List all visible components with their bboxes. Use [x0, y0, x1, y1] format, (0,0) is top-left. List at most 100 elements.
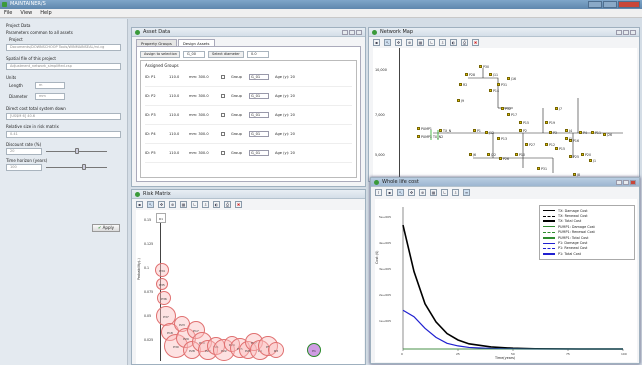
group-select[interactable]: G_01: [249, 131, 269, 137]
network-node[interactable]: [573, 173, 576, 176]
reset-icon[interactable]: ✖: [235, 200, 242, 208]
network-node[interactable]: [537, 167, 540, 170]
network-node[interactable]: [417, 135, 420, 138]
network-node[interactable]: [581, 153, 584, 156]
min-icon[interactable]: [616, 30, 622, 35]
close-icon[interactable]: [630, 180, 636, 185]
export-icon[interactable]: ⇩: [202, 200, 209, 208]
network-node[interactable]: [457, 99, 460, 102]
network-node[interactable]: [489, 89, 492, 92]
network-node[interactable]: [589, 159, 592, 162]
min-icon[interactable]: [342, 30, 348, 35]
reset-icon[interactable]: ✖: [472, 38, 479, 46]
risk-bubble[interactable]: R3: [268, 342, 284, 358]
network-node[interactable]: [507, 77, 510, 80]
group-select[interactable]: G_01: [249, 74, 269, 80]
chart-icon[interactable]: ⌇: [375, 188, 382, 196]
network-node[interactable]: [519, 129, 522, 132]
group-select[interactable]: G_01: [249, 93, 269, 99]
network-node[interactable]: [439, 129, 442, 132]
discount-rate-slider[interactable]: [75, 148, 79, 154]
risk-bubble[interactable]: P35: [156, 278, 168, 290]
network-node[interactable]: [507, 113, 510, 116]
network-node[interactable]: [487, 153, 490, 156]
legend-icon[interactable]: ≡: [463, 188, 470, 196]
maximize-button[interactable]: [603, 1, 617, 8]
direct-cost-field[interactable]: [US$M 6] 40.6: [6, 113, 121, 120]
network-node[interactable]: [555, 107, 558, 110]
network-node[interactable]: [417, 127, 420, 130]
network-node[interactable]: [555, 147, 558, 150]
network-node[interactable]: [515, 153, 518, 156]
axis-icon[interactable]: ∟: [191, 200, 198, 208]
pan-icon[interactable]: ✥: [158, 200, 165, 208]
min-icon[interactable]: [616, 180, 622, 185]
network-node[interactable]: [465, 73, 468, 76]
network-node[interactable]: [489, 73, 492, 76]
risk-bubble[interactable]: P36: [157, 291, 171, 305]
pointer-icon[interactable]: ↖: [397, 188, 404, 196]
menu-file[interactable]: File: [4, 10, 13, 16]
max-icon[interactable]: [623, 180, 629, 185]
axis-icon[interactable]: ∟: [441, 188, 448, 196]
menu-help[interactable]: Help: [40, 10, 52, 16]
group-checkbox[interactable]: [221, 94, 225, 98]
diameter-select[interactable]: 0.0: [247, 50, 269, 58]
assign-button[interactable]: Assign to selection: [140, 50, 180, 58]
diameter-field[interactable]: mm: [35, 93, 65, 100]
export-icon[interactable]: ⇩: [439, 38, 446, 46]
print-icon[interactable]: ⎙: [461, 38, 468, 46]
grid-icon[interactable]: ▦: [180, 200, 187, 208]
pan-icon[interactable]: ✥: [408, 188, 415, 196]
export-icon[interactable]: ⇩: [452, 188, 459, 196]
close-icon[interactable]: [630, 30, 636, 35]
network-node[interactable]: [545, 121, 548, 124]
group-checkbox[interactable]: [221, 75, 225, 79]
network-node[interactable]: [591, 131, 594, 134]
network-node[interactable]: [497, 83, 500, 86]
grid-icon[interactable]: ▦: [430, 188, 437, 196]
pointer-icon[interactable]: ↖: [384, 38, 391, 46]
network-node[interactable]: [603, 133, 606, 136]
network-node[interactable]: [459, 83, 462, 86]
group-select[interactable]: G_01: [249, 150, 269, 156]
print-icon[interactable]: ⎙: [224, 200, 231, 208]
network-node[interactable]: [485, 131, 488, 134]
project-path-field[interactable]: Documents/DOWNSCHOOP Tools/WINMAINSEAL/r…: [6, 44, 121, 51]
zoom-icon[interactable]: ⊕: [169, 200, 176, 208]
spatial-file-field[interactable]: Adjustment_network_simplified.csp: [6, 63, 121, 70]
network-node[interactable]: [545, 143, 548, 146]
max-icon[interactable]: [623, 30, 629, 35]
relative-size-field[interactable]: 0.41: [6, 131, 121, 138]
network-node[interactable]: [525, 143, 528, 146]
network-node[interactable]: [501, 107, 504, 110]
discount-rate-field[interactable]: 20: [6, 148, 42, 155]
network-node[interactable]: [469, 153, 472, 156]
time-horizon-field[interactable]: 100: [6, 164, 42, 171]
pan-icon[interactable]: ✥: [395, 38, 402, 46]
save-icon[interactable]: ▪: [386, 188, 393, 196]
apply-button[interactable]: ✔ Apply: [92, 224, 120, 232]
network-node[interactable]: [579, 131, 582, 134]
close-icon[interactable]: [356, 30, 362, 35]
length-field[interactable]: m: [35, 82, 65, 89]
close-button[interactable]: [618, 1, 640, 8]
max-icon[interactable]: [349, 30, 355, 35]
network-node[interactable]: [565, 129, 568, 132]
risk-bubble[interactable]: R1: [156, 213, 166, 223]
group-checkbox[interactable]: [221, 151, 225, 155]
network-node[interactable]: [497, 137, 500, 140]
network-node[interactable]: [519, 121, 522, 124]
group-checkbox[interactable]: [221, 113, 225, 117]
group-select[interactable]: G_01: [249, 112, 269, 118]
minimize-button[interactable]: [588, 1, 602, 8]
select-diameter-button[interactable]: Select diameter: [208, 50, 244, 58]
tab-property-groups[interactable]: Property Groups: [136, 39, 177, 46]
palette-icon[interactable]: ◐: [450, 38, 457, 46]
menu-view[interactable]: View: [20, 10, 33, 16]
network-node[interactable]: [549, 131, 552, 134]
network-node[interactable]: [479, 65, 482, 68]
network-node[interactable]: [473, 129, 476, 132]
group-checkbox[interactable]: [221, 132, 225, 136]
pointer-icon[interactable]: ↖: [147, 200, 154, 208]
